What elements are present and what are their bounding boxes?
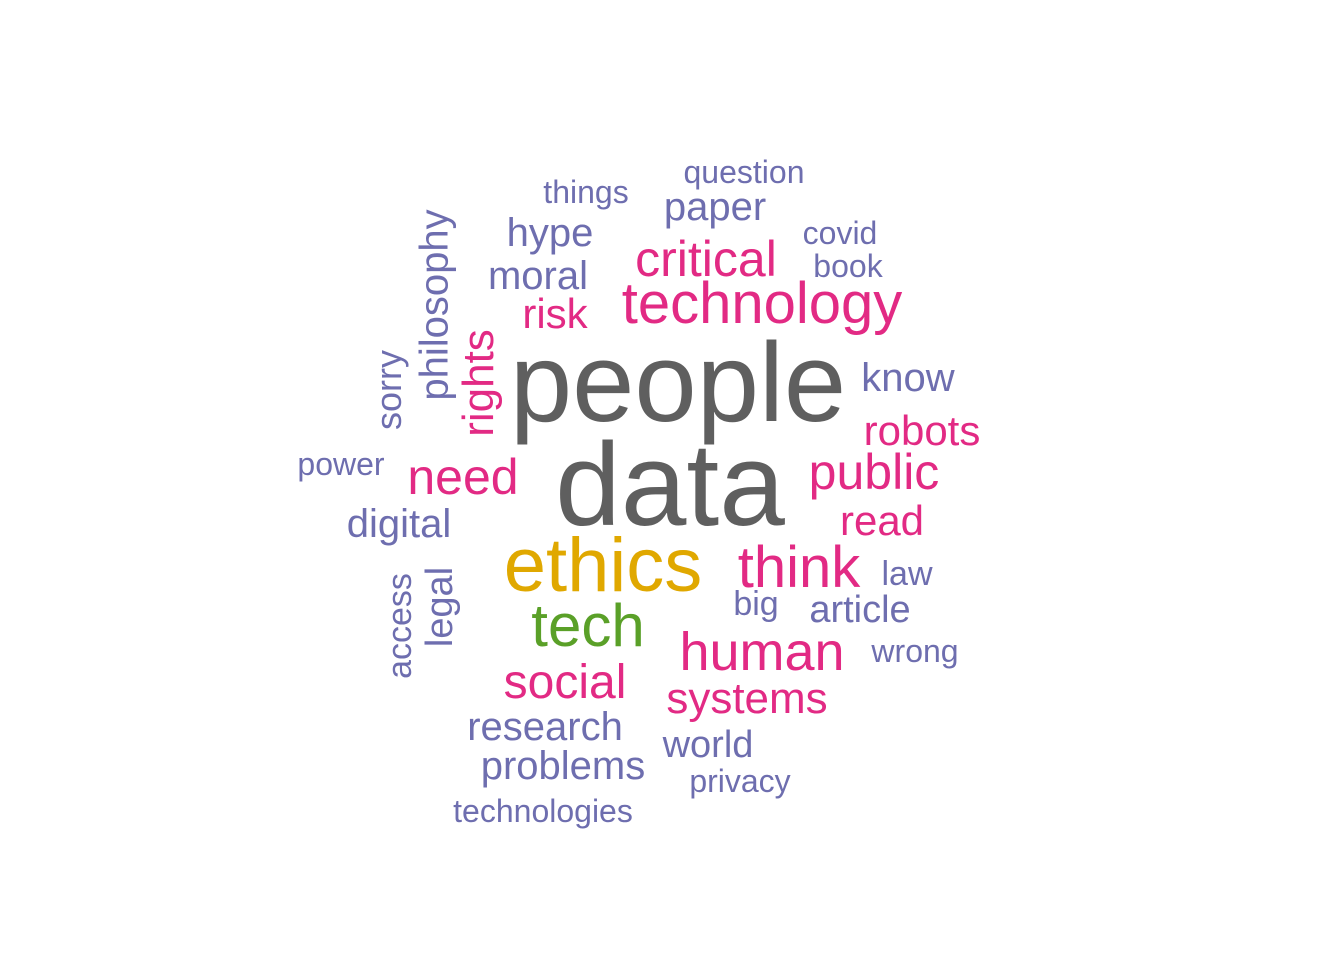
word-power: power bbox=[297, 446, 385, 482]
word-hype: hype bbox=[506, 211, 594, 255]
word-technologies: technologies bbox=[453, 793, 633, 829]
word-legal: legal bbox=[418, 566, 461, 648]
word-technology: technology bbox=[621, 271, 903, 336]
word-social: social bbox=[503, 656, 627, 709]
word-risk: risk bbox=[522, 290, 588, 337]
word-question: question bbox=[683, 154, 805, 190]
word-data: data bbox=[555, 419, 785, 551]
word-research: research bbox=[467, 705, 623, 749]
word-access: access bbox=[380, 573, 419, 679]
word-things: things bbox=[543, 174, 629, 210]
word-read: read bbox=[839, 497, 925, 544]
word-paper: paper bbox=[663, 185, 767, 229]
word-privacy: privacy bbox=[689, 763, 791, 799]
word-law: law bbox=[881, 555, 933, 593]
word-robots: robots bbox=[863, 407, 981, 454]
word-big: big bbox=[733, 585, 779, 623]
word-problems: problems bbox=[480, 744, 646, 788]
word-moral: moral bbox=[487, 254, 589, 298]
word-ethics: ethics bbox=[503, 523, 703, 608]
word-world: world bbox=[662, 724, 754, 766]
word-article: article bbox=[809, 589, 911, 631]
word-digital: digital bbox=[346, 502, 452, 546]
word-systems: systems bbox=[666, 674, 828, 723]
word-tech: tech bbox=[531, 592, 645, 659]
word-covid: covid bbox=[802, 215, 878, 251]
word-public: public bbox=[808, 444, 940, 500]
word-think: think bbox=[737, 535, 861, 600]
word-need: need bbox=[407, 449, 519, 505]
word-know: know bbox=[861, 356, 955, 400]
word-human: human bbox=[679, 622, 845, 682]
word-book: book bbox=[813, 248, 883, 284]
word-sorry: sorry bbox=[368, 350, 409, 430]
word-critical: critical bbox=[635, 231, 777, 287]
word-wrong: wrong bbox=[871, 633, 959, 669]
word-philosophy: philosophy bbox=[413, 209, 457, 401]
word-rights: rights bbox=[454, 329, 503, 437]
word-people: people bbox=[509, 320, 847, 445]
